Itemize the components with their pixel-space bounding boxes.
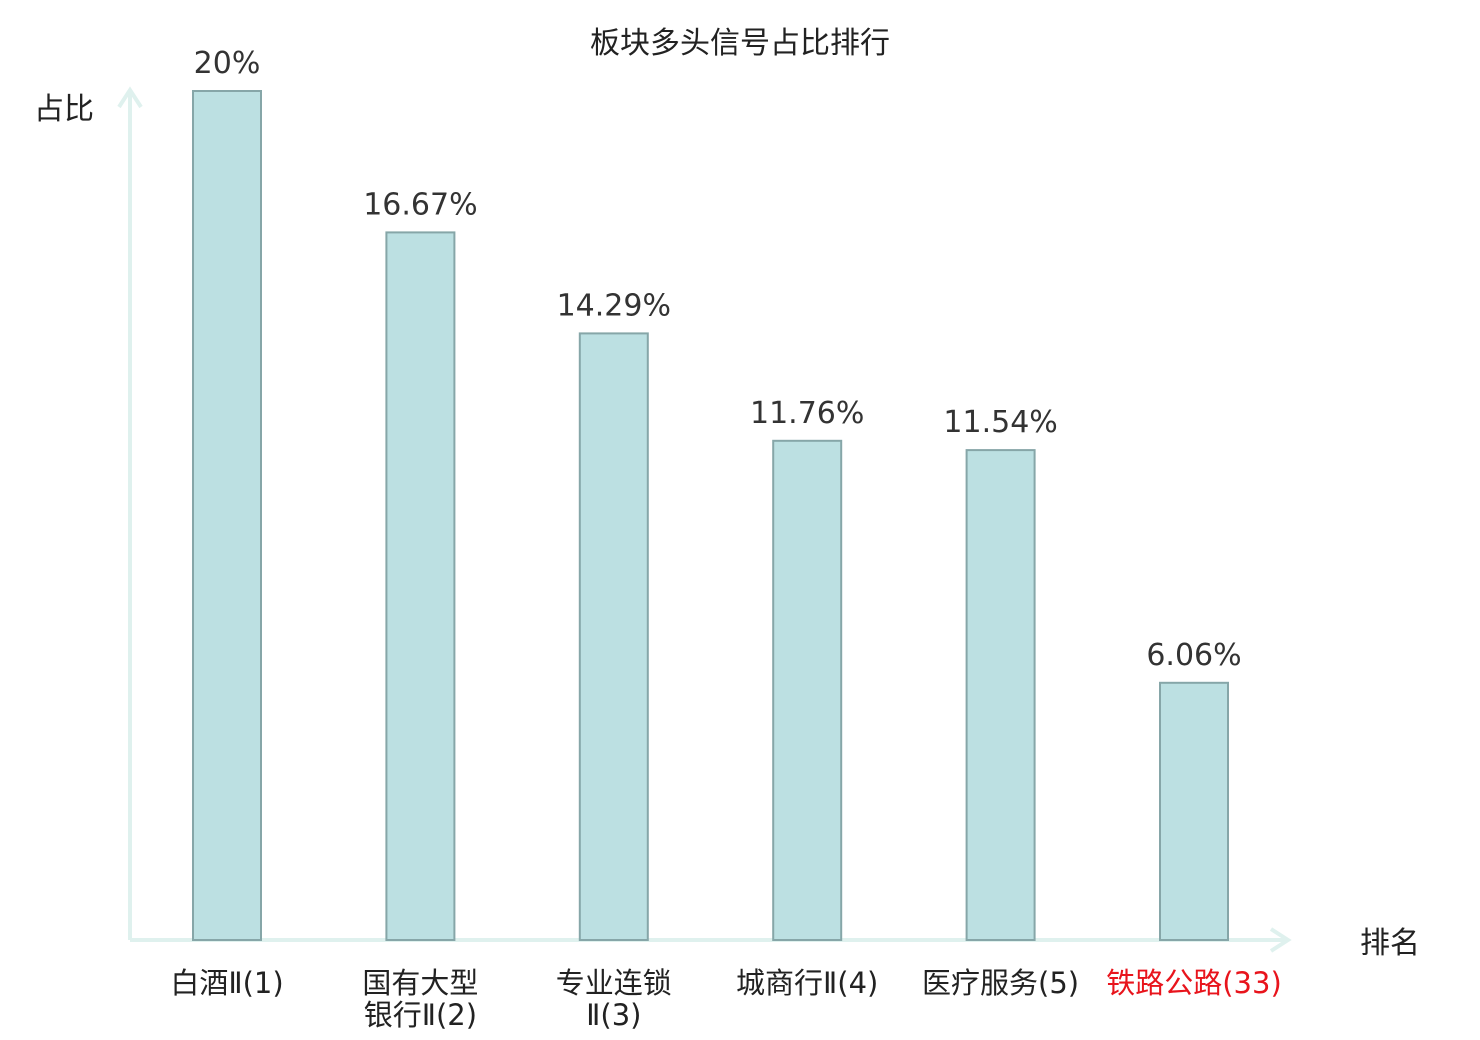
bars-group [192, 90, 1229, 941]
bar [965, 449, 1036, 941]
category-label: 白酒Ⅱ(1) [170, 966, 283, 1000]
y-axis [117, 86, 143, 940]
category-label: 专业连锁 [556, 966, 672, 1000]
category-label: 医疗服务(5) [922, 966, 1079, 1000]
category-label: 铁路公路(33) [1106, 966, 1282, 1000]
bar-value-label: 20% [194, 46, 261, 81]
category-label: 银行Ⅱ(2) [364, 998, 477, 1032]
x-axis [130, 927, 1292, 953]
category-label: Ⅱ(3) [586, 998, 641, 1032]
category-label: 国有大型 [362, 966, 478, 1000]
value-labels-group: 20% 16.67% 14.29% 11.76% 11.54% 6.06% [194, 46, 1242, 673]
bar-value-label: 11.76% [750, 396, 864, 431]
bar-value-label: 11.54% [943, 405, 1057, 440]
x-axis-label: 排名 [1360, 926, 1420, 961]
bar [385, 231, 456, 941]
y-axis-label: 占比 [34, 92, 94, 127]
bar-value-label: 14.29% [557, 288, 671, 323]
bar [192, 90, 262, 941]
category-label: 城商行Ⅱ(4) [736, 966, 878, 1000]
bar-value-label: 16.67% [363, 187, 477, 222]
bar [1159, 681, 1229, 941]
bar [772, 439, 843, 941]
chart-title: 板块多头信号占比排行 [590, 26, 890, 61]
bar [578, 332, 649, 941]
bar-value-label: 6.06% [1146, 638, 1241, 673]
